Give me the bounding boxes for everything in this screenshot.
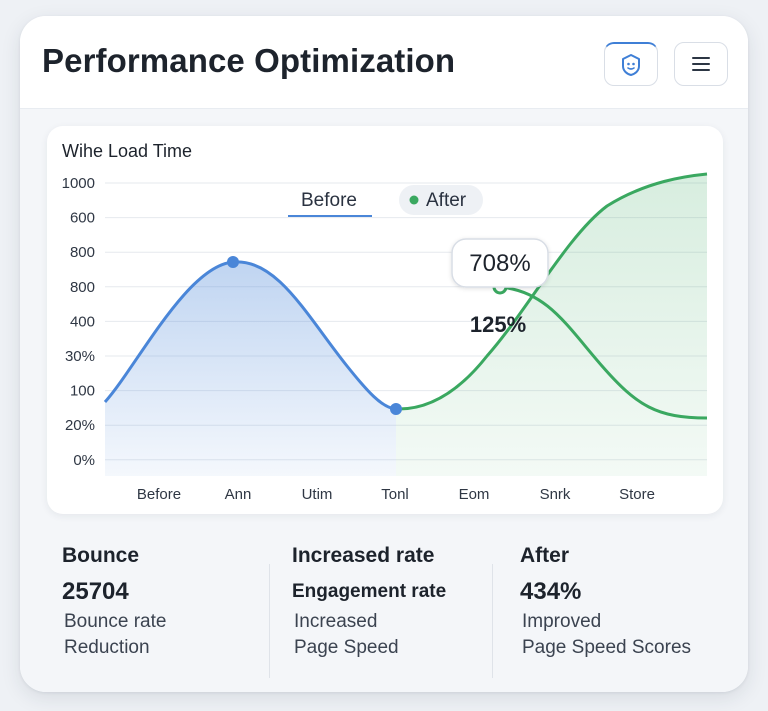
stat-value: Engagement rate: [292, 581, 447, 602]
stat-divider: [492, 564, 493, 678]
chart-annotation: 125%: [470, 312, 526, 337]
load-time-chart: Wihe Load Time 1000 600 800 800 400 30% 100 20%…: [47, 126, 723, 514]
x-axis-ticks: Before Ann Utim Tonl Eom Snrk Store: [137, 486, 655, 503]
chart-svg: Wihe Load Time 1000 600 800 800 400 30% 100 20%…: [62, 141, 708, 503]
y-tick-label: 400: [70, 313, 95, 330]
y-tick-label: 20%: [65, 417, 95, 434]
callout-bubble: 708%: [451, 238, 549, 288]
x-tick-label: Store: [619, 486, 655, 503]
x-tick-label: Ann: [225, 486, 252, 503]
x-tick-label: Snrk: [540, 486, 571, 503]
stat-desc-line2: Page Speed: [294, 637, 399, 658]
legend-before-underline: [288, 215, 372, 217]
shield-button[interactable]: [604, 42, 658, 86]
y-tick-label: 1000: [62, 175, 95, 192]
x-tick-label: Utim: [302, 486, 333, 503]
stat-desc-line2: Reduction: [64, 637, 150, 658]
before-series-area: [105, 261, 396, 476]
stat-desc-line1: Increased: [294, 611, 378, 632]
performance-card: Performance Optimization: [20, 16, 748, 692]
y-tick-label: 800: [70, 244, 95, 261]
before-peak-point[interactable]: [227, 256, 239, 268]
stat-desc-line1: Improved: [522, 611, 602, 632]
x-tick-label: Tonl: [381, 486, 409, 503]
y-tick-label: 800: [70, 279, 95, 296]
x-tick-label: Eom: [459, 486, 490, 503]
page-title: Performance Optimization: [42, 42, 456, 79]
stat-label: After: [520, 544, 570, 567]
stat-label: Increased rate: [292, 544, 435, 567]
after-series-area: [396, 174, 707, 476]
menu-button[interactable]: [674, 42, 728, 86]
stat-value: 25704: [62, 578, 129, 605]
legend-after-label[interactable]: After: [426, 190, 467, 211]
y-axis-ticks: 1000 600 800 800 400 30% 100 20% 0%: [62, 175, 95, 469]
stats-row: Bounce 25704 Bounce rate Reduction Incre…: [20, 536, 748, 692]
y-tick-label: 100: [70, 383, 95, 400]
legend: Before After: [288, 185, 483, 217]
y-tick-label: 30%: [65, 348, 95, 365]
stat-divider: [269, 564, 270, 678]
after-series-line-2: [499, 285, 708, 420]
legend-before-label[interactable]: Before: [301, 190, 357, 211]
y-tick-label: 0%: [73, 452, 95, 469]
before-series-line: [103, 260, 397, 411]
stat-label: Bounce: [62, 544, 140, 567]
before-end-point[interactable]: [390, 403, 402, 415]
card-header: Performance Optimization: [20, 16, 748, 109]
stat-desc-line1: Bounce rate: [64, 611, 167, 632]
callout-value: 708%: [469, 250, 530, 277]
chart-title: Wihe Load Time: [62, 141, 192, 161]
legend-after-dot: [409, 195, 419, 205]
y-tick-label: 600: [70, 210, 95, 227]
legend-after-pill[interactable]: [399, 185, 483, 215]
x-tick-label: Before: [137, 486, 181, 503]
stat-desc-line2: Page Speed Scores: [522, 637, 692, 658]
stat-value: 434%: [520, 578, 582, 605]
hamburger-menu-icon: [692, 57, 710, 71]
shield-icon: [622, 53, 640, 76]
